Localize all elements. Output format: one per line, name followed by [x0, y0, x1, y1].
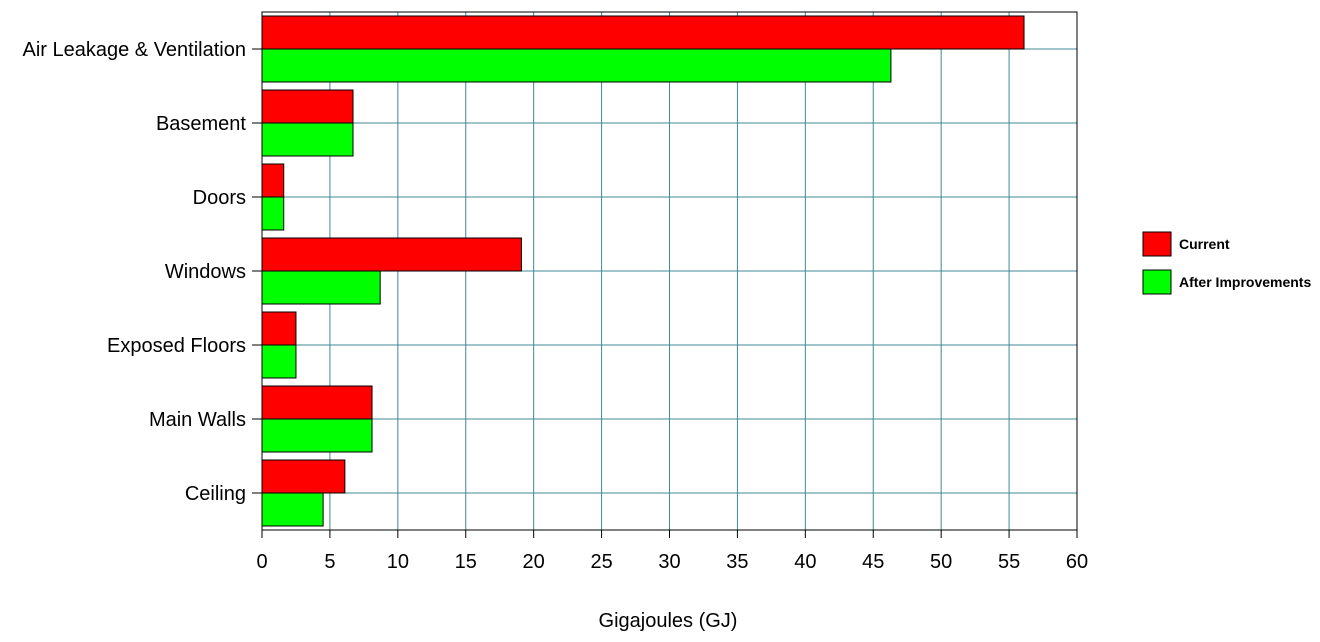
category-labels: Air Leakage & Ventilation Basement Doors Wi… [23, 39, 247, 505]
bar-after-improvements [261, 122, 354, 157]
x-tick-labels: 0 5 10 15 20 25 30 35 40 45 50 55 60 [256, 551, 1088, 573]
x-tick-label: 10 [387, 551, 409, 573]
legend-swatch [1142, 231, 1172, 257]
category-label: Air Leakage & Ventilation [23, 39, 247, 61]
bar-after-improvements [261, 270, 381, 305]
bar-current [261, 15, 1025, 50]
x-tick-label: 35 [726, 551, 748, 573]
bar-current [261, 237, 522, 272]
category-label: Windows [165, 261, 246, 283]
category-label: Basement [156, 113, 246, 135]
bar-after-improvements [261, 48, 892, 83]
legend-swatch [1142, 269, 1172, 295]
x-tick-label: 60 [1066, 551, 1088, 573]
bars [261, 15, 1025, 527]
bar-after-improvements [261, 418, 373, 453]
x-axis-title: Gigajoules (GJ) [599, 610, 738, 632]
x-tick-label: 55 [998, 551, 1020, 573]
bar-after-improvements [261, 492, 324, 527]
x-tick-label: 15 [455, 551, 477, 573]
bar-current [261, 385, 373, 420]
bar-after-improvements [261, 344, 297, 379]
category-label: Doors [193, 187, 246, 209]
x-tick-label: 25 [590, 551, 612, 573]
legend-item: Current [1142, 231, 1230, 257]
category-label: Exposed Floors [107, 335, 246, 357]
x-tick-label: 5 [324, 551, 335, 573]
bar-after-improvements [261, 196, 285, 231]
x-tick-label: 0 [256, 551, 267, 573]
legend-label: After Improvements [1179, 274, 1311, 290]
legend: Current After Improvements [1142, 231, 1311, 295]
legend-item: After Improvements [1142, 269, 1311, 295]
x-tick-label: 30 [658, 551, 680, 573]
plot-frame [261, 11, 1078, 531]
category-label: Ceiling [185, 483, 246, 505]
x-tick-label: 45 [862, 551, 884, 573]
x-tick-label: 40 [794, 551, 816, 573]
x-tick-label: 50 [930, 551, 952, 573]
bar-current [261, 163, 285, 198]
bar-current [261, 89, 354, 124]
x-tick-label: 20 [523, 551, 545, 573]
axes [252, 11, 1078, 538]
legend-label: Current [1179, 236, 1230, 252]
category-label: Main Walls [149, 409, 246, 431]
bar-current [261, 311, 297, 346]
bar-current [261, 459, 346, 494]
